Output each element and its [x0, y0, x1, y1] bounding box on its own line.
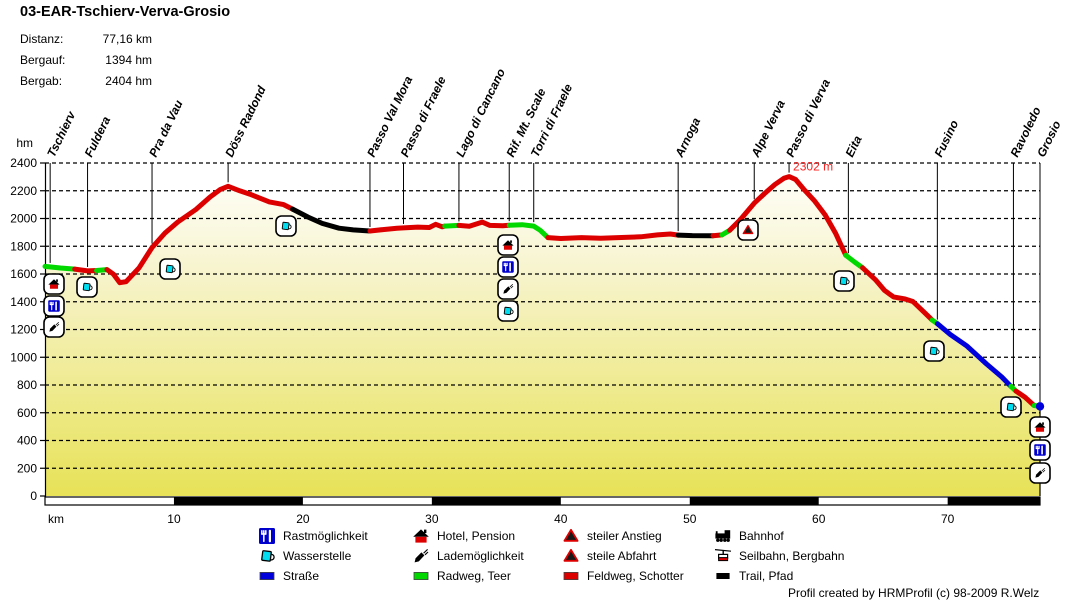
waypoint-label: Pra da Vau [146, 97, 186, 159]
charging-icon [1029, 462, 1051, 484]
profile-segment-feldweg [456, 219, 512, 229]
y-tick-label: 1200 [10, 323, 37, 337]
steep-climb-icon [737, 219, 759, 241]
scale-bar-block [947, 497, 1040, 505]
charging-icon [497, 278, 519, 300]
profile-segment-radweg [506, 222, 551, 241]
area-fill [45, 176, 1040, 496]
y-axis-unit-label: hm [16, 136, 33, 150]
km-scale-bar [44, 496, 1041, 506]
stat-distance-value: 77,16 km [102, 32, 152, 46]
profile-segment-feldweg [545, 231, 681, 241]
profile-segment-feldweg [72, 266, 100, 274]
page-title: 03-EAR-Tschierv-Verva-Grosio [20, 4, 231, 20]
scale-bar-block [689, 497, 819, 505]
profile-segment-feldweg [727, 174, 849, 258]
hotel-icon [43, 273, 65, 295]
y-tick-label: 2000 [10, 212, 37, 226]
profile-segment-strasse [934, 321, 1014, 389]
stat-ascent-label: Bergauf: [20, 53, 66, 67]
waypoint-label: Döss Radond [222, 83, 269, 159]
stat-descent: Bergab: 2404 hm [20, 71, 152, 92]
credit-text: Profil created by HRMProfil (c) 98-2009 … [788, 586, 1040, 600]
waypoint-label: Fuldera [82, 114, 114, 159]
gridlines [40, 162, 1040, 497]
restaurant-icon [497, 256, 519, 278]
profile-segment-feldweg [104, 183, 296, 286]
waypoint-label: Alpe Verva [748, 98, 788, 161]
x-tick-label: 20 [296, 512, 310, 526]
scale-bar-block [173, 497, 303, 505]
stat-ascent: Bergauf: 1394 hm [20, 50, 152, 71]
x-tick-label: 30 [425, 512, 439, 526]
x-tick-label: 10 [167, 512, 181, 526]
waypoint-label: Lago di Cancano [453, 66, 508, 159]
water-icon [1000, 396, 1022, 418]
stat-distance-label: Distanz: [20, 32, 64, 46]
x-axis-labels: km 10 20 30 40 50 60 70 [48, 512, 955, 526]
y-tick-label: 2400 [10, 156, 37, 170]
waypoint-label: Passo di Verva [783, 77, 833, 160]
water-icon [497, 300, 519, 322]
peak-elevation-label: 2302 m [793, 160, 833, 174]
y-tick-label: 2200 [10, 184, 37, 198]
profile-segment-feldweg [1013, 388, 1037, 408]
water-icon [76, 276, 98, 298]
water-icon [833, 270, 855, 292]
hotel-icon [1029, 416, 1051, 438]
stat-descent-label: Bergab: [20, 74, 63, 88]
profile-line [42, 174, 1043, 409]
water-icon [159, 258, 181, 280]
water-icon [275, 215, 297, 237]
y-tick-label: 600 [17, 406, 37, 420]
y-tick-label: 1000 [10, 350, 37, 364]
route-markers [43, 215, 1051, 484]
x-tick-label: 60 [812, 512, 826, 526]
y-tick-label: 1800 [10, 239, 37, 253]
stat-distance: Distanz: 77,16 km [20, 29, 152, 50]
y-tick-label: 800 [17, 378, 37, 392]
restaurant-icon [43, 295, 65, 317]
stat-descent-value: 2404 hm [105, 74, 152, 88]
scale-bar-block [431, 497, 561, 505]
x-tick-label: 50 [683, 512, 697, 526]
x-tick-label: 40 [554, 512, 568, 526]
x-tick-label: 70 [941, 512, 955, 526]
waypoint-label: Arnoga [672, 115, 704, 160]
charging-icon [43, 316, 65, 338]
y-tick-label: 400 [17, 434, 37, 448]
waypoint-label: Grosio [1034, 118, 1064, 159]
profile-segment-trail [675, 232, 716, 239]
y-axis-labels: 2400220020001800160014001200100080060040… [10, 156, 37, 503]
y-tick-label: 1600 [10, 267, 37, 281]
y-tick-label: 1400 [10, 295, 37, 309]
waypoint-label: Tschierv [44, 108, 79, 159]
profile-segment-feldweg [367, 221, 448, 234]
profile-segment-trail [290, 206, 373, 234]
tour-stats: Distanz: 77,16 km Bergauf: 1394 hm Berga… [20, 29, 152, 92]
restaurant-icon [1029, 439, 1051, 461]
profile-segment-radweg [42, 263, 78, 272]
profile-segment-radweg [843, 252, 866, 271]
y-tick-label: 200 [17, 461, 37, 475]
y-tick-label: 0 [30, 489, 37, 503]
waypoint-label: Eita [842, 133, 864, 159]
x-axis-unit-label: km [48, 512, 64, 526]
hotel-icon [497, 234, 519, 256]
route-end-dot [1035, 402, 1045, 411]
waypoint-label: Fusino [931, 118, 961, 159]
water-icon [923, 340, 945, 362]
profile-segment-feldweg [860, 265, 935, 323]
stat-ascent-value: 1394 hm [105, 53, 152, 67]
